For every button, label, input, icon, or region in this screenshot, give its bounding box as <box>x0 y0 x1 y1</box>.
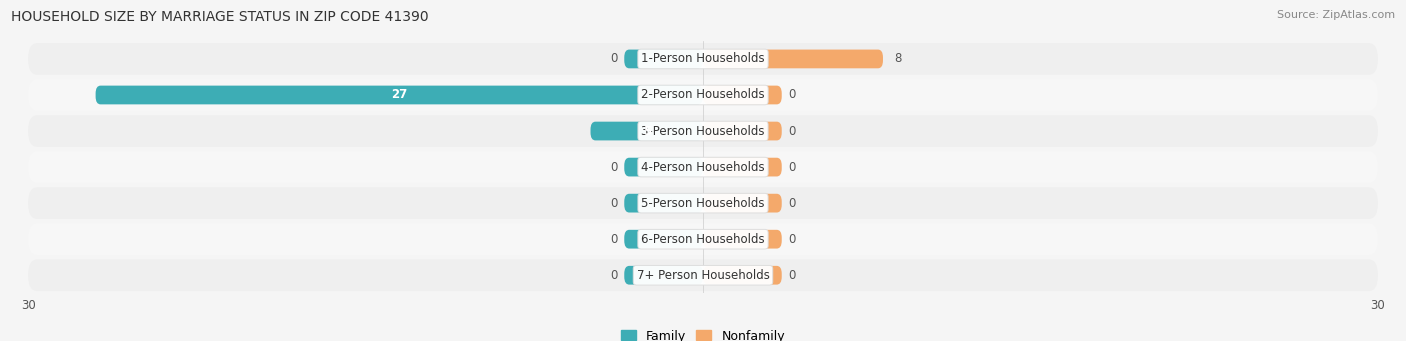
FancyBboxPatch shape <box>703 49 883 68</box>
FancyBboxPatch shape <box>624 158 703 176</box>
FancyBboxPatch shape <box>28 79 1378 111</box>
FancyBboxPatch shape <box>703 230 782 249</box>
FancyBboxPatch shape <box>28 43 1378 75</box>
FancyBboxPatch shape <box>703 194 782 212</box>
FancyBboxPatch shape <box>591 122 703 140</box>
FancyBboxPatch shape <box>28 151 1378 183</box>
Text: 2-Person Households: 2-Person Households <box>641 89 765 102</box>
FancyBboxPatch shape <box>624 230 703 249</box>
Text: 3-Person Households: 3-Person Households <box>641 124 765 137</box>
FancyBboxPatch shape <box>703 122 782 140</box>
Text: 6-Person Households: 6-Person Households <box>641 233 765 246</box>
Text: 27: 27 <box>391 89 408 102</box>
FancyBboxPatch shape <box>28 223 1378 255</box>
Text: 8: 8 <box>894 53 901 65</box>
FancyBboxPatch shape <box>703 266 782 285</box>
FancyBboxPatch shape <box>703 158 782 176</box>
Text: 5-Person Households: 5-Person Households <box>641 197 765 210</box>
Text: 0: 0 <box>789 89 796 102</box>
FancyBboxPatch shape <box>703 86 782 104</box>
Text: 0: 0 <box>789 233 796 246</box>
Text: 0: 0 <box>610 233 617 246</box>
Text: 0: 0 <box>610 53 617 65</box>
Text: 0: 0 <box>610 269 617 282</box>
Text: 5: 5 <box>643 124 651 137</box>
FancyBboxPatch shape <box>28 187 1378 219</box>
FancyBboxPatch shape <box>624 49 703 68</box>
Text: 0: 0 <box>610 161 617 174</box>
Text: 0: 0 <box>610 197 617 210</box>
Legend: Family, Nonfamily: Family, Nonfamily <box>621 329 785 341</box>
Text: 1-Person Households: 1-Person Households <box>641 53 765 65</box>
FancyBboxPatch shape <box>624 194 703 212</box>
FancyBboxPatch shape <box>624 266 703 285</box>
FancyBboxPatch shape <box>28 115 1378 147</box>
FancyBboxPatch shape <box>28 260 1378 291</box>
Text: HOUSEHOLD SIZE BY MARRIAGE STATUS IN ZIP CODE 41390: HOUSEHOLD SIZE BY MARRIAGE STATUS IN ZIP… <box>11 10 429 24</box>
Text: Source: ZipAtlas.com: Source: ZipAtlas.com <box>1277 10 1395 20</box>
Text: 7+ Person Households: 7+ Person Households <box>637 269 769 282</box>
Text: 0: 0 <box>789 269 796 282</box>
Text: 0: 0 <box>789 124 796 137</box>
FancyBboxPatch shape <box>96 86 703 104</box>
Text: 0: 0 <box>789 197 796 210</box>
Text: 4-Person Households: 4-Person Households <box>641 161 765 174</box>
Text: 0: 0 <box>789 161 796 174</box>
